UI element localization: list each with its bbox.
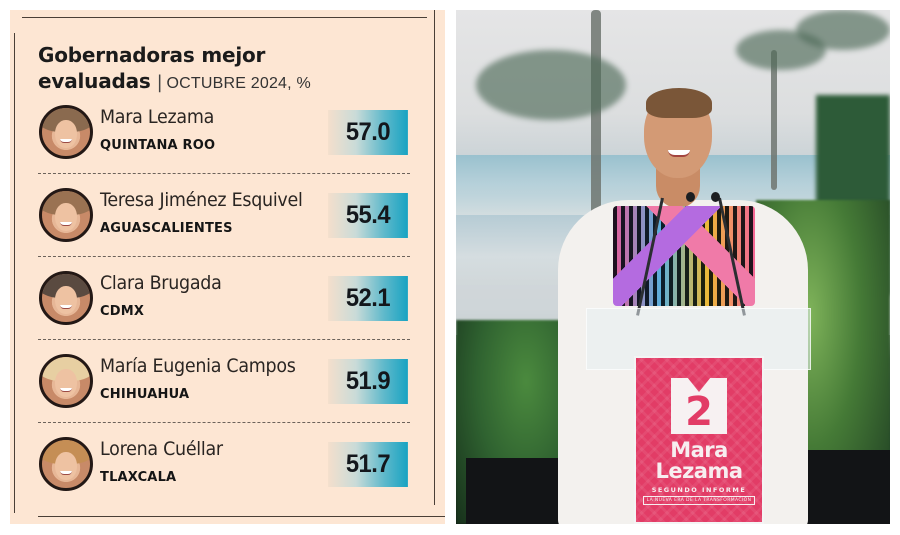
ranking-row: Teresa Jiménez Esquivel AGUASCALIENTES 5…: [10, 185, 435, 268]
avatar: [39, 105, 93, 159]
sign-name-line2: Lezama: [655, 459, 743, 483]
palm-crown: [476, 50, 626, 120]
state-name: QUINTANA ROO: [100, 138, 216, 153]
top-rule: [22, 17, 427, 18]
row-divider: [38, 339, 410, 340]
palm-tree-icon: [771, 50, 777, 190]
sign-tagline: LA NUEVA ERA DE LA TRANSFORMACIÓN: [642, 496, 756, 505]
ranking-row: Clara Brugada CDMX 52.1: [10, 268, 435, 351]
state-name: CDMX: [100, 304, 145, 319]
ranking-row: María Eugenia Campos CHIHUAHUA 51.9: [10, 351, 435, 434]
approval-value: 55.4: [328, 193, 408, 238]
speaker-hair: [646, 88, 712, 118]
avatar-smile: [60, 139, 72, 143]
avatar-smile: [60, 305, 72, 309]
avatar-smile: [60, 471, 72, 475]
state-name: AGUASCALIENTES: [100, 221, 233, 236]
palm-crown: [796, 10, 890, 50]
avatar-face: [55, 203, 77, 231]
embroidered-blouse: [613, 206, 755, 306]
approval-value: 57.0: [328, 110, 408, 155]
state-name: TLAXCALA: [100, 470, 177, 485]
speaker-smile: [668, 150, 690, 157]
avatar-face: [55, 120, 77, 148]
row-divider: [38, 173, 410, 174]
title-separator: |: [156, 72, 163, 93]
right-rule: [434, 10, 435, 505]
governor-name: Lorena Cuéllar: [100, 438, 223, 460]
bottom-rule: [38, 516, 445, 517]
row-divider: [38, 422, 410, 423]
avatar-face: [55, 286, 77, 314]
title-bold: Gobernadoras mejor evaluadas: [38, 43, 266, 93]
approval-value: 52.1: [328, 276, 408, 321]
microphone-head: [686, 192, 695, 202]
governor-name: Teresa Jiménez Esquivel: [100, 189, 303, 211]
avatar-face: [55, 369, 77, 397]
governor-name: Clara Brugada: [100, 272, 222, 294]
avatar: [39, 354, 93, 408]
approval-value: 51.7: [328, 442, 408, 487]
avatar-smile: [60, 388, 72, 392]
sign-name-line1: Mara: [670, 438, 728, 462]
left-rule: [14, 33, 15, 513]
approval-value: 51.9: [328, 359, 408, 404]
avatar: [39, 271, 93, 325]
ranking-row: Mara Lezama QUINTANA ROO 57.0: [10, 102, 435, 185]
avatar-smile: [60, 222, 72, 226]
palm-tree-icon: [591, 10, 601, 250]
governor-name: María Eugenia Campos: [100, 355, 296, 377]
avatar: [39, 437, 93, 491]
m2-logo-icon: 2: [671, 378, 727, 434]
logo-number: 2: [685, 389, 713, 435]
ranking-list: Mara Lezama QUINTANA ROO 57.0 Teresa Jim…: [10, 102, 435, 517]
governor-name: Mara Lezama: [100, 106, 215, 128]
microphone-head: [711, 192, 720, 202]
sign-event: SEGUNDO INFORME: [651, 486, 747, 494]
ranking-card: Gobernadoras mejor evaluadas | OCTUBRE 202…: [10, 10, 445, 524]
lectern-sign: 2 Mara Lezama SEGUNDO INFORME LA NUEVA E…: [634, 356, 764, 524]
avatar: [39, 188, 93, 242]
row-divider: [38, 256, 410, 257]
state-name: CHIHUAHUA: [100, 387, 190, 402]
chart-title: Gobernadoras mejor evaluadas | OCTUBRE 202…: [38, 42, 418, 97]
title-subtitle: OCTUBRE 2024, %: [166, 75, 311, 92]
speaker-photo: 2 Mara Lezama SEGUNDO INFORME LA NUEVA E…: [456, 10, 890, 524]
ranking-row: Lorena Cuéllar TLAXCALA 51.7: [10, 434, 435, 517]
avatar-face: [55, 452, 77, 480]
